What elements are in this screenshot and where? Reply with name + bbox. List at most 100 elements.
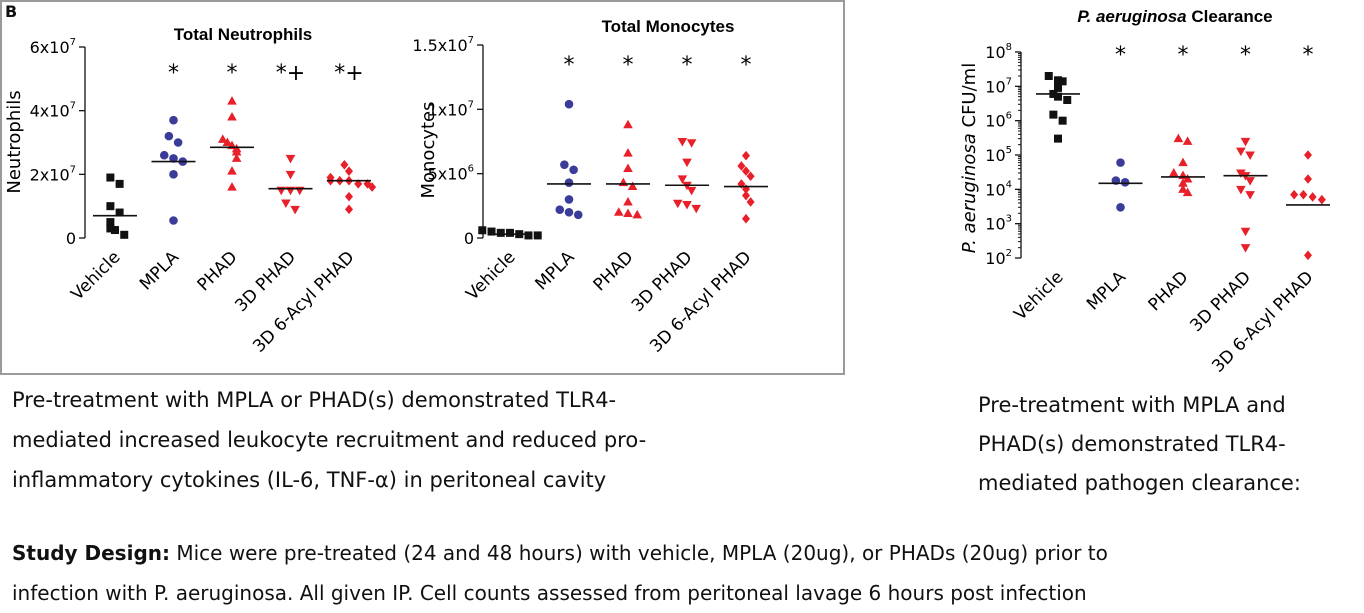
category-group: * xyxy=(1098,43,1143,212)
y-tick-base: 1x10 xyxy=(428,100,468,119)
category-group: * xyxy=(606,53,650,219)
data-point xyxy=(159,150,169,160)
left-caption-line: mediated increased leukocyte recruitment… xyxy=(12,428,647,452)
data-point xyxy=(613,207,624,216)
data-point xyxy=(1182,136,1193,145)
data-point xyxy=(169,216,178,225)
data-point xyxy=(1245,191,1255,200)
data-point xyxy=(742,150,750,161)
data-point xyxy=(231,147,242,156)
y-tick-exp: 7 xyxy=(70,164,76,175)
right-caption-line: Pre-treatment with MPLA and xyxy=(978,393,1286,417)
data-point xyxy=(106,218,115,227)
right-caption-line: mediated pathogen clearance: xyxy=(978,471,1301,495)
data-point xyxy=(1236,147,1246,157)
data-point xyxy=(106,173,115,182)
data-point xyxy=(686,186,697,196)
category-group: * xyxy=(547,53,591,220)
data-point xyxy=(1178,178,1188,187)
data-point xyxy=(227,182,237,191)
data-point xyxy=(1120,178,1130,187)
data-point xyxy=(227,96,237,105)
data-point xyxy=(111,226,119,235)
data-point xyxy=(231,153,242,162)
data-point xyxy=(569,165,578,175)
panel-frame xyxy=(0,0,845,375)
data-point xyxy=(1236,185,1246,195)
data-point xyxy=(560,160,569,169)
data-point xyxy=(1058,116,1067,125)
data-point xyxy=(746,197,755,207)
chart-title: Total Monocytes xyxy=(602,17,735,36)
data-point xyxy=(345,191,353,202)
data-point xyxy=(1304,150,1312,160)
data-point xyxy=(524,231,533,240)
category-group xyxy=(93,173,137,239)
data-point xyxy=(1049,110,1058,119)
category-group: * xyxy=(1161,43,1205,197)
data-point xyxy=(1245,151,1255,160)
data-point xyxy=(1178,157,1188,167)
right-caption-line: PHAD(s) demonstrated TLR4- xyxy=(978,432,1286,456)
data-point xyxy=(682,201,692,210)
y-tick-label: 105 xyxy=(985,145,1012,165)
data-point xyxy=(222,137,233,146)
data-point xyxy=(1240,227,1251,237)
data-point xyxy=(564,178,574,187)
data-point xyxy=(368,182,377,192)
y-tick-base: 10 xyxy=(985,180,1005,199)
y-axis-label: Monocytes xyxy=(418,101,439,198)
chart-title-italic: P. aeruginosa xyxy=(1077,7,1186,26)
data-point xyxy=(742,213,750,224)
data-point xyxy=(1245,177,1255,186)
study-design-text: Mice were pre-treated (24 and 48 hours) … xyxy=(170,541,1108,565)
data-point xyxy=(573,210,583,220)
data-point xyxy=(115,179,124,188)
data-point xyxy=(345,204,353,215)
y-tick-exp: 6 xyxy=(468,164,474,175)
significance-mark: * xyxy=(227,61,238,86)
data-point xyxy=(1317,194,1326,205)
data-point xyxy=(1054,134,1062,143)
chart-title-rest: Clearance xyxy=(1187,7,1273,26)
data-point xyxy=(555,205,565,214)
category-group: * xyxy=(724,53,768,224)
data-point xyxy=(623,163,633,173)
significance-mark: * xyxy=(1240,43,1251,68)
y-tick-base: 1.5x10 xyxy=(412,36,467,55)
significance-mark: * xyxy=(1115,43,1126,68)
chart-title: P. aeruginosa Clearance xyxy=(1077,7,1272,26)
y-tick-base: 10 xyxy=(985,43,1005,62)
data-point xyxy=(742,166,750,176)
data-point xyxy=(1236,169,1246,178)
data-point xyxy=(623,148,633,157)
data-point xyxy=(1044,71,1053,80)
y-tick-exp: 8 xyxy=(1006,42,1012,53)
data-point xyxy=(120,230,129,239)
chart-title: Total Neutrophils xyxy=(174,25,313,44)
data-point xyxy=(746,171,755,182)
y-tick-base: 5x10 xyxy=(428,165,468,184)
data-point xyxy=(533,231,542,240)
study-design: Study Design: Mice were pre-treated (24 … xyxy=(12,533,1352,613)
data-point xyxy=(487,227,496,236)
y-tick-base: 10 xyxy=(985,77,1005,96)
data-point xyxy=(564,207,574,217)
data-point xyxy=(564,195,574,204)
data-point xyxy=(1063,95,1072,104)
panel-letter: B xyxy=(5,2,18,21)
y-tick-base: 0 xyxy=(464,229,474,248)
data-point xyxy=(737,161,746,171)
y-tick-label: 1.5x107 xyxy=(412,35,474,55)
data-point xyxy=(169,115,178,125)
category-group: *+ xyxy=(326,61,377,215)
category-label: Vehicle xyxy=(1010,267,1067,324)
data-point xyxy=(285,154,296,164)
data-point xyxy=(173,138,183,147)
y-tick-exp: 7 xyxy=(70,37,76,48)
y-tick-label: 108 xyxy=(985,42,1012,62)
data-point xyxy=(1308,192,1317,202)
